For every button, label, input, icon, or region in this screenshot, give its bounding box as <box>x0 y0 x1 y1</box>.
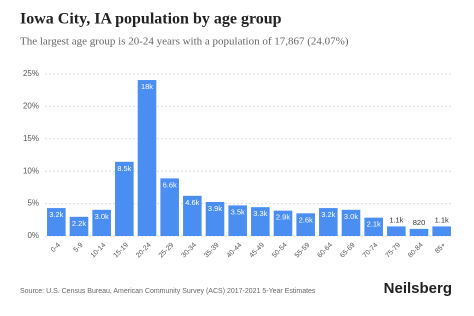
x-tick-label: 60-64 <box>316 242 334 260</box>
value-label: 1.1k <box>435 215 449 224</box>
x-tick-label: 10-14 <box>90 242 108 260</box>
x-tick-label: 75-79 <box>384 242 402 260</box>
bar <box>137 80 157 236</box>
y-tick-label: 15% <box>23 134 39 143</box>
bar <box>364 217 383 236</box>
x-tick-label: 5-9 <box>73 242 85 254</box>
y-tick-label: 5% <box>27 199 39 208</box>
value-label: 3.9k <box>208 204 222 213</box>
x-tick-label: 80-84 <box>407 242 425 260</box>
bar <box>273 210 293 236</box>
bar <box>409 228 429 236</box>
x-tick-label: 25-29 <box>158 242 176 260</box>
value-label: 8.5k <box>117 164 131 173</box>
bar <box>92 209 111 236</box>
x-tick-label: 0-4 <box>50 242 62 254</box>
x-tick-label: 40-44 <box>226 242 244 260</box>
value-label: 2.9k <box>276 213 290 222</box>
x-tick-label: 35-39 <box>203 242 221 260</box>
bar <box>160 178 179 236</box>
x-tick-label: 45-49 <box>248 242 266 260</box>
x-tick-label: 30-34 <box>180 242 198 260</box>
brand-logo: Neilsberg <box>384 280 452 297</box>
bar <box>183 195 202 236</box>
bar <box>319 208 338 236</box>
bar <box>47 208 66 236</box>
bar <box>387 226 406 236</box>
value-label: 2.6k <box>299 215 313 224</box>
chart-subtitle: The largest age group is 20-24 years wit… <box>20 36 349 48</box>
bar <box>205 201 225 236</box>
chart-title: Iowa City, IA population by age group <box>20 11 282 28</box>
value-label: 18k <box>141 82 153 91</box>
value-label: 3.2k <box>321 210 335 219</box>
bar <box>69 216 89 236</box>
x-tick-label: 20-24 <box>135 242 153 260</box>
x-tick-label: 15-19 <box>112 242 130 260</box>
value-label: 2.1k <box>367 220 381 229</box>
source-note: Source: U.S. Census Bureau, American Com… <box>20 288 316 295</box>
value-label: 2.2k <box>72 219 86 228</box>
x-tick-label: 70-74 <box>362 242 380 260</box>
y-tick-label: 20% <box>23 102 39 111</box>
value-label: 6.6k <box>163 180 177 189</box>
value-label: 3.3k <box>253 209 267 218</box>
value-label: 1.1k <box>389 215 403 224</box>
bar <box>296 213 315 236</box>
value-label: 3.5k <box>231 207 245 216</box>
x-tick-label: 50-54 <box>271 242 289 260</box>
bar <box>115 161 134 236</box>
value-label: 3.0k <box>344 212 358 221</box>
x-tick-label: 55-59 <box>294 242 312 260</box>
bar <box>341 209 361 236</box>
x-tick-label: 65-69 <box>339 242 357 260</box>
value-label: 3.0k <box>95 212 109 221</box>
y-tick-label: 10% <box>23 166 39 175</box>
value-label: 3.2k <box>49 210 63 219</box>
value-label: 4.6k <box>185 198 199 207</box>
bar <box>228 205 247 236</box>
y-tick-label: 0% <box>27 231 39 240</box>
value-label: 820 <box>413 218 426 227</box>
y-tick-label: 25% <box>23 69 39 78</box>
x-tick-label: 85+ <box>434 242 447 255</box>
bar <box>432 226 451 236</box>
bar <box>251 207 270 236</box>
